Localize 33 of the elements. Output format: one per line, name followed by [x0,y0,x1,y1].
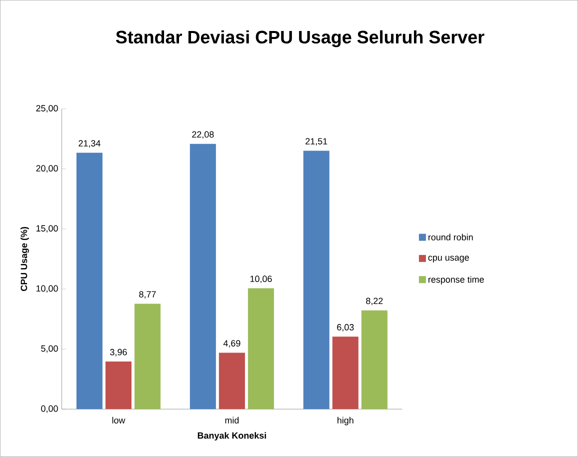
data-label: 8,77 [139,291,156,299]
legend-label: response time [428,276,484,285]
y-tick-label: 0,00 [41,405,58,413]
y-tick-label: 25,00 [36,105,58,113]
y-tick-label: 20,00 [36,165,58,173]
x-axis-title: Banyak Koneksi [198,432,266,441]
bar [134,304,161,410]
x-tick-label: mid [225,416,239,424]
y-axis-title: CPU Usage (%) [20,227,29,292]
legend-label: round robin [428,234,473,240]
bar [332,336,358,410]
y-tick-label: 5,00 [41,345,58,353]
data-label: 3,96 [110,348,127,356]
y-tick-label: 15,00 [36,225,58,233]
chart-title: Standar Deviasi CPU Usage Seluruh Server [116,30,484,48]
bar [105,362,132,410]
bar [218,352,245,410]
x-tick-label: high [338,416,354,426]
data-label: 22,08 [192,131,214,139]
data-label: 21,51 [306,138,328,146]
legend-label: cpu usage [428,256,469,263]
bar [76,152,102,410]
bar [248,288,274,410]
data-label: 6,03 [337,324,354,332]
y-tick-label: 10,00 [36,285,58,293]
data-label: 4,69 [223,340,240,348]
data-label: 10,06 [250,276,272,284]
bar [361,310,388,410]
x-tick-label: low [112,416,126,424]
bar [303,150,330,410]
bar [190,144,216,410]
data-label: 21,34 [78,140,100,148]
data-label: 8,22 [366,298,383,306]
